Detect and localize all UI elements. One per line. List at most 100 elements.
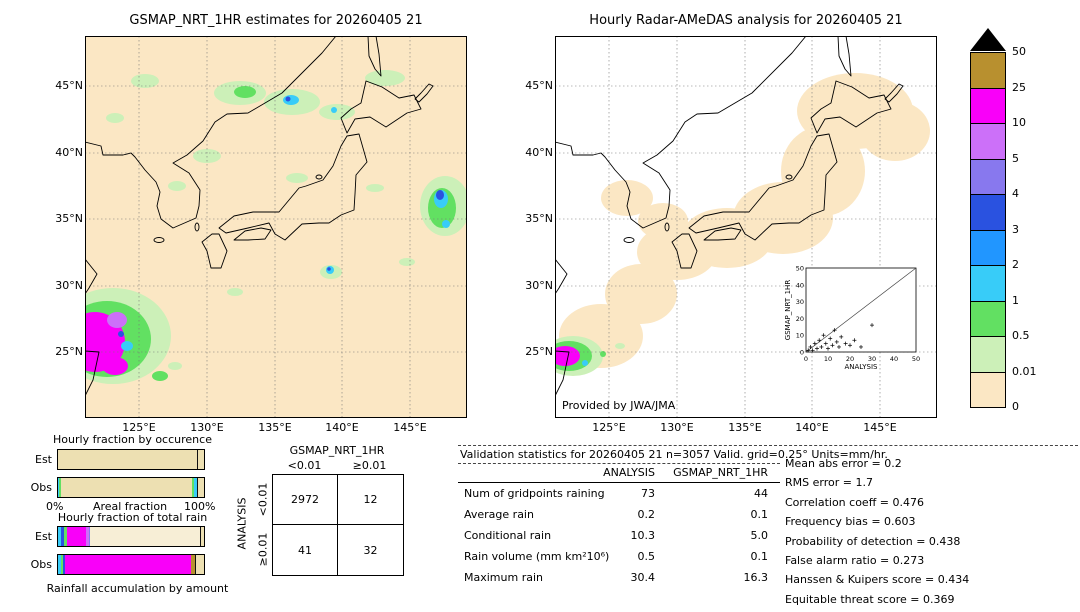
svg-text:40: 40	[796, 281, 804, 289]
colorbar-tick-label: 10	[1012, 116, 1026, 129]
contingency-row-label-lt: <0.01	[256, 482, 270, 517]
colorbar-overflow-triangle	[970, 28, 1006, 51]
svg-text:50: 50	[796, 265, 804, 273]
stats-metric: False alarm ratio = 0.273	[785, 554, 925, 567]
colorbar-tick-label: 0	[1012, 400, 1019, 413]
bar-segment	[197, 478, 204, 497]
colorbar-tick-label: 1	[1012, 293, 1019, 307]
stats-analysis-value: 0.2	[637, 508, 656, 521]
stats-divider-top	[458, 445, 1078, 446]
bar-segment	[199, 527, 201, 546]
right-map-title: Hourly Radar-AMeDAS analysis for 2026040…	[589, 13, 903, 28]
bar-segment	[63, 527, 67, 546]
lon-label: 135°E	[728, 421, 762, 434]
total-rain-obs-label: Obs	[30, 558, 52, 571]
lon-label: 145°E	[393, 421, 427, 434]
occurrence-est-bar	[57, 449, 205, 470]
bar-segment	[58, 478, 60, 497]
colorbar-tick-label: 25	[1012, 80, 1026, 94]
lon-label: 140°E	[795, 421, 829, 434]
colorbar-block-8	[971, 336, 1005, 372]
stats-metric: Probability of detection = 0.438	[785, 534, 961, 548]
contingency-col-label-ge: ≥0.01	[352, 459, 387, 472]
lat-label: 30°N	[525, 279, 553, 292]
lat-label: 25°N	[55, 345, 83, 358]
bar-segment	[59, 478, 61, 497]
bar-segment	[85, 527, 89, 546]
stats-metric: Hanssen & Kuipers score = 0.434	[785, 573, 970, 587]
stats-row-label: Maximum rain	[464, 571, 543, 584]
contingency-cell-11: 32	[363, 543, 378, 557]
bar-segment	[90, 527, 200, 546]
contingency-side-label: ANALYSIS	[235, 497, 249, 550]
occurrence-obs-bar	[57, 477, 205, 498]
contingency-cell-00: 2972	[273, 475, 338, 525]
total-rain-title: Hourly fraction of total rain	[57, 511, 208, 524]
svg-text:0: 0	[804, 355, 808, 363]
colorbar-tick-label: 5	[1012, 151, 1019, 165]
total-rain-est-bar	[57, 526, 205, 547]
gsmap-estimate-map	[85, 36, 467, 418]
areal-fraction-axis-label: Areal fraction	[92, 500, 168, 513]
svg-text:50: 50	[912, 355, 920, 363]
bar-segment	[196, 555, 204, 574]
radar-analysis-map: 0 10 20 30 40 50 0 10 20 30 40 50 ANALYSIS GSMAP_N…	[555, 36, 937, 418]
stats-metric: Mean abs error = 0.2	[785, 457, 902, 470]
stats-gsmap-value: 16.3	[743, 571, 769, 584]
colorbar-block-5	[971, 229, 1005, 265]
bar-segment	[60, 478, 193, 497]
colorbar-tick-label: 0.01	[1012, 364, 1037, 378]
stats-gsmap-value: 0.1	[750, 550, 769, 563]
areal-fraction-max-label: 100%	[184, 500, 216, 513]
contingency-col-label-lt: <0.01	[287, 459, 322, 472]
colorbar-tick-label: 50	[1012, 45, 1026, 58]
svg-text:0: 0	[800, 349, 804, 357]
inset-scatter-points	[806, 323, 874, 353]
bar-segment	[194, 478, 197, 497]
inset-scatter: 0 10 20 30 40 50 0 10 20 30 40 50 ANALYSIS GSMAP_N…	[784, 265, 920, 372]
stats-gsmap-value: 5.0	[750, 529, 769, 542]
lat-label: 25°N	[525, 345, 553, 358]
svg-text:20: 20	[796, 315, 804, 323]
radar-precip-layer	[555, 336, 625, 376]
colorbar-tick-label: 3	[1012, 222, 1019, 236]
contingency-table: 2972 12 41 32	[272, 474, 404, 576]
stats-gsmap-value: 0.1	[750, 508, 769, 521]
left-map-title: GSMAP_NRT_1HR estimates for 20260405 21	[129, 13, 423, 28]
stats-col-analysis: ANALYSIS	[603, 466, 655, 479]
lon-label: 145°E	[863, 421, 897, 434]
areal-fraction-min-label: 0%	[46, 500, 64, 513]
colorbar-block-1	[971, 87, 1005, 123]
stats-analysis-value: 0.5	[637, 550, 656, 563]
inset-y-tick-labels: 0 10 20 30 40 50	[796, 265, 804, 357]
stats-divider-mid	[458, 463, 780, 464]
jwa-credit: Provided by JWA/JMA	[562, 399, 676, 412]
colorbar-block-9	[971, 371, 1005, 407]
colorbar-tick-label: 2	[1012, 258, 1019, 271]
svg-text:20: 20	[846, 355, 854, 363]
lat-label: 45°N	[525, 79, 553, 92]
stats-metric: Correlation coeff = 0.476	[785, 495, 924, 509]
stats-metric: RMS error = 1.7	[785, 476, 873, 490]
lon-label: 125°E	[592, 421, 626, 434]
stats-header-underline	[458, 482, 780, 483]
bar-segment	[192, 478, 195, 497]
lat-label: 40°N	[525, 146, 553, 159]
stats-row-label: Rain volume (mm km²10⁶)	[464, 550, 610, 563]
stats-row-label: Num of gridpoints raining	[464, 487, 605, 500]
radar-range-layer	[559, 73, 930, 368]
bar-segment	[63, 555, 66, 574]
colorbar-labels: 50 25 10 5 4 3 2 1 0.5 0.01 0	[1012, 0, 1058, 612]
bar-segment	[196, 450, 198, 469]
bar-segment	[196, 478, 198, 497]
bar-segment	[195, 555, 197, 574]
contingency-cell-10: 41	[273, 525, 338, 575]
stats-row-label: Conditional rain	[464, 529, 552, 542]
bar-segment	[60, 555, 64, 574]
lat-label: 30°N	[55, 279, 83, 292]
svg-text:30: 30	[796, 298, 804, 306]
stats-analysis-value: 30.4	[630, 571, 656, 584]
bar-segment	[190, 555, 196, 574]
lat-label: 35°N	[55, 212, 83, 225]
